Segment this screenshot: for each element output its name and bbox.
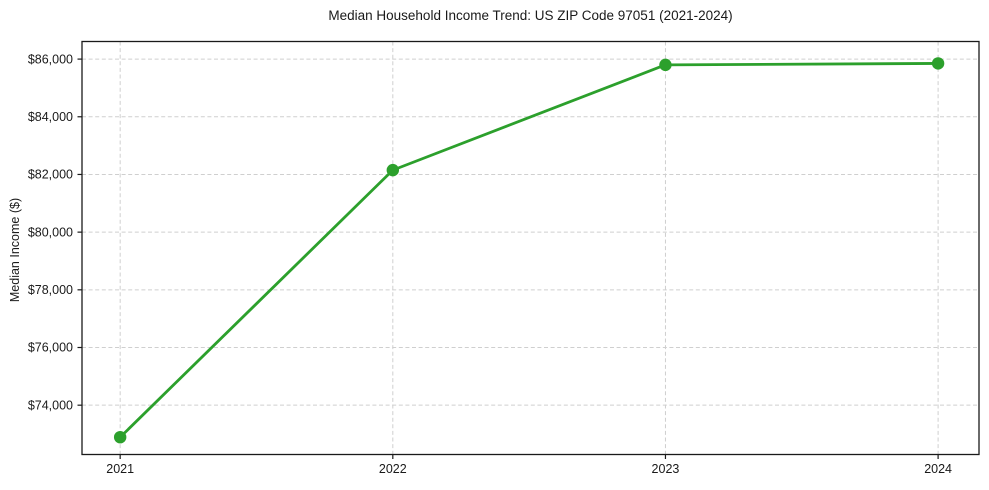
y-tick-label: $74,000 — [28, 398, 73, 412]
data-point-2022 — [386, 163, 400, 177]
y-tick-label: $78,000 — [28, 283, 73, 297]
x-tick-label: 2024 — [924, 462, 952, 476]
x-tick-label: 2021 — [106, 462, 134, 476]
y-tick-label: $82,000 — [28, 168, 73, 182]
y-tick-label: $76,000 — [28, 341, 73, 355]
x-tick-label: 2023 — [652, 462, 680, 476]
trend-line — [118, 62, 940, 439]
y-tick-label: $86,000 — [28, 52, 73, 66]
y-tick-label: $84,000 — [28, 110, 73, 124]
data-point-2023 — [659, 58, 672, 72]
x-tick-label: 2022 — [379, 462, 407, 476]
y-tick-label: $80,000 — [28, 225, 73, 239]
data-point-2024 — [931, 57, 945, 70]
plot-border — [81, 40, 980, 456]
chart-title: Median Household Income Trend: US ZIP Co… — [328, 8, 733, 23]
data-point-2021 — [113, 430, 127, 444]
